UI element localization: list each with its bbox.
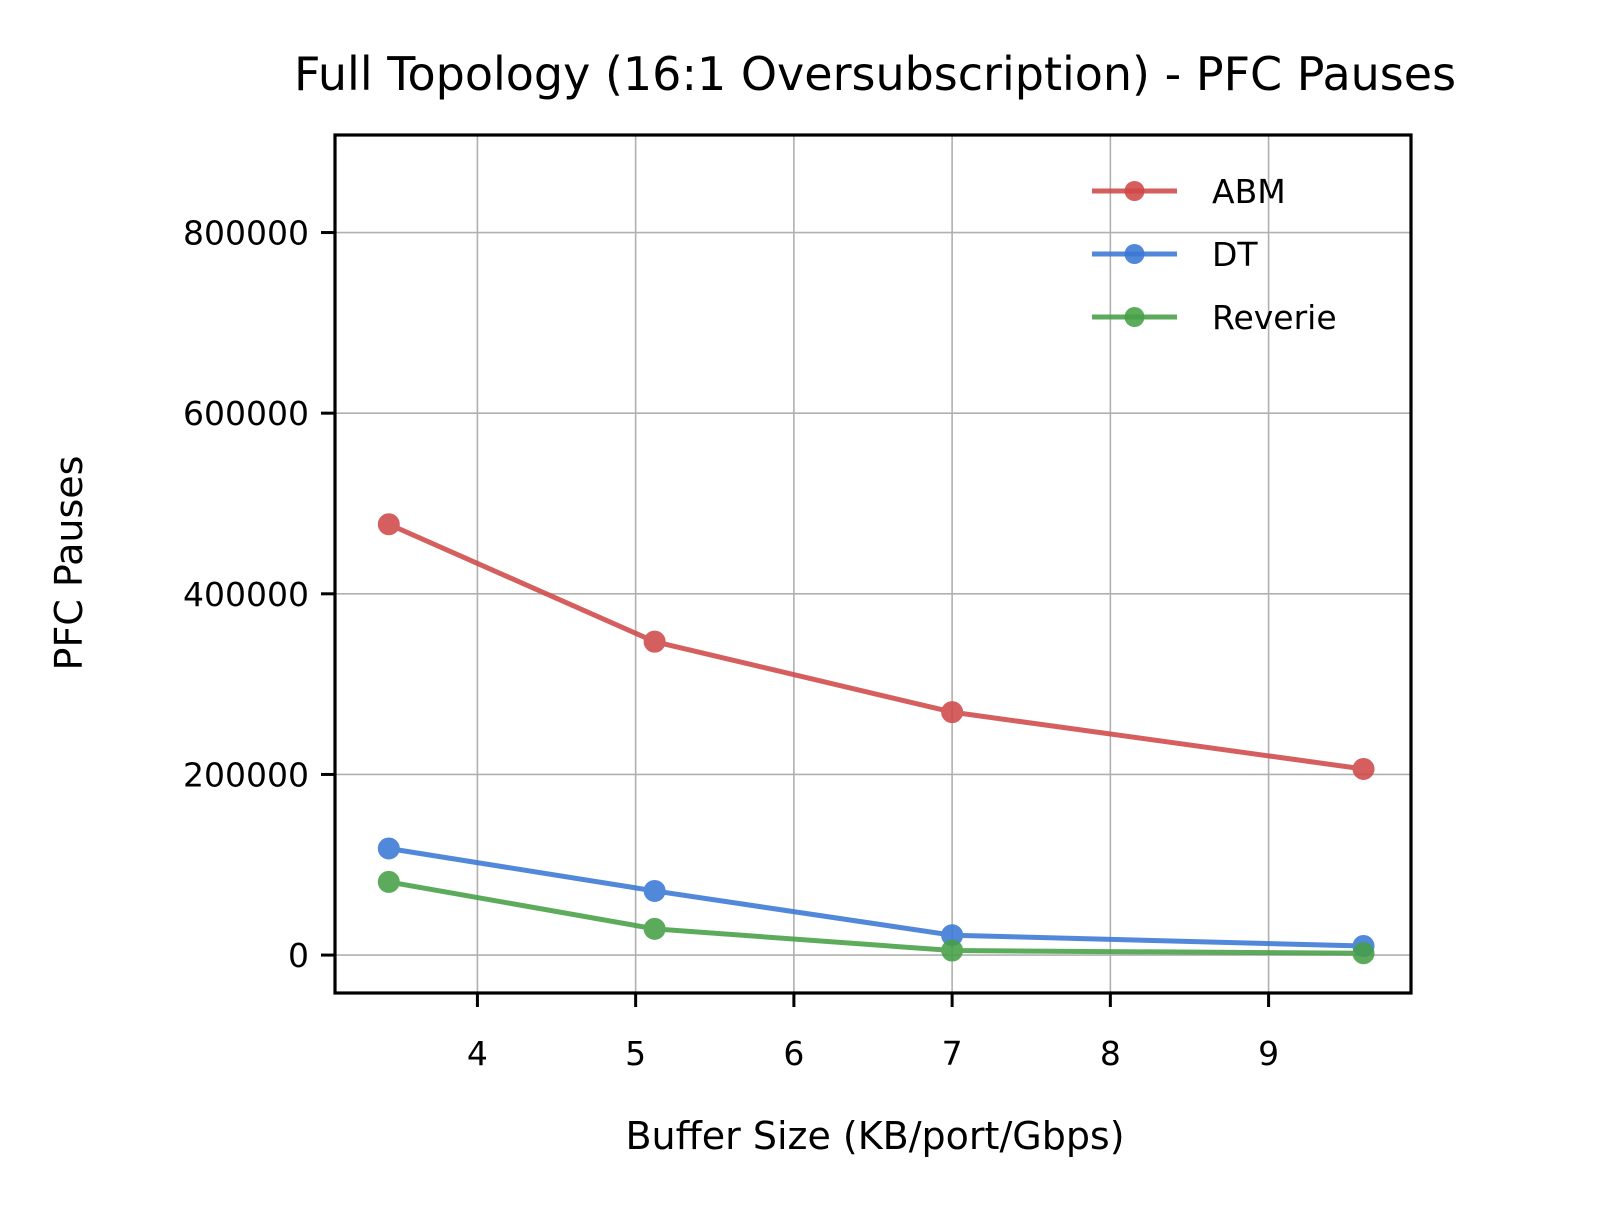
legend-swatch-marker [1124, 307, 1145, 327]
y-tick-label: 800000 [183, 214, 309, 253]
legend: ABM DT Reverie [1092, 172, 1337, 337]
x-tick-label: 9 [1258, 1034, 1279, 1073]
data-point-reverie [941, 939, 964, 962]
data-point-abm [941, 701, 964, 724]
series-dt [377, 837, 1375, 958]
legend-label: Reverie [1212, 298, 1337, 337]
y-tick-label: 600000 [183, 394, 309, 433]
plot-frame [333, 133, 1413, 995]
data-point-abm [643, 630, 666, 653]
series-line-dt [386, 845, 1367, 949]
x-tick-label: 6 [783, 1034, 804, 1073]
data-point-reverie [643, 917, 666, 940]
legend-label: DT [1212, 235, 1258, 274]
data-point-abm [1352, 758, 1375, 781]
y-axis-label: PFC Pauses [47, 456, 91, 671]
series-reverie [377, 870, 1375, 965]
data-point-reverie [1352, 942, 1375, 965]
series-abm [377, 513, 1375, 781]
data-point-abm [377, 513, 400, 536]
grid-lines [335, 135, 1411, 993]
series-line-abm [386, 521, 1367, 772]
series-layer [377, 513, 1375, 965]
legend-label: ABM [1212, 172, 1286, 211]
x-tick-label: 8 [1100, 1034, 1121, 1073]
x-axis-label: Buffer Size (KB/port/Gbps) [625, 1114, 1124, 1158]
y-tick-label: 0 [288, 936, 309, 975]
legend-item-abm: ABM [1092, 172, 1286, 211]
x-tick-label: 4 [467, 1034, 488, 1073]
y-tick-label: 200000 [183, 755, 309, 794]
legend-item-reverie: Reverie [1092, 298, 1337, 337]
series-line-reverie [386, 879, 1367, 956]
data-point-dt [377, 837, 400, 860]
x-tick-label: 7 [942, 1034, 963, 1073]
legend-swatch-marker [1124, 244, 1145, 264]
y-axis: 0 200000 400000 600000 800000 [183, 214, 335, 975]
x-axis: 4 5 6 7 8 9 [467, 993, 1279, 1073]
legend-swatch-marker [1124, 181, 1145, 201]
y-tick-label: 400000 [183, 575, 309, 614]
legend-item-dt: DT [1092, 235, 1258, 274]
chart-title: Full Topology (16:1 Oversubscription) - … [294, 47, 1456, 101]
data-point-reverie [377, 870, 400, 893]
data-point-dt [643, 879, 666, 902]
x-tick-label: 5 [625, 1034, 646, 1073]
